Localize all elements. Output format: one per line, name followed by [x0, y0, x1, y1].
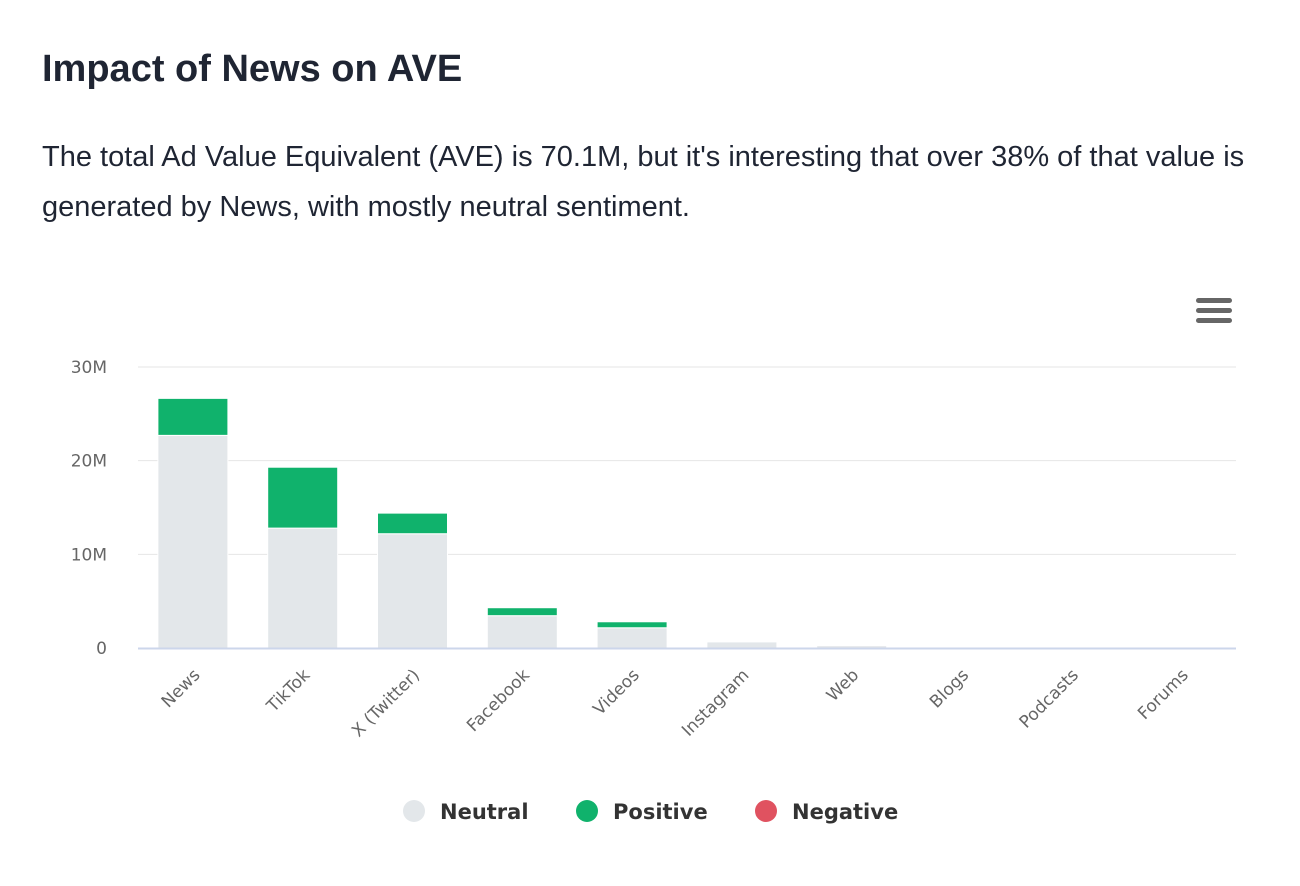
y-tick-label: 10M: [71, 545, 107, 565]
legend-item-neutral[interactable]: Neutral: [440, 800, 529, 824]
y-tick-label: 30M: [71, 358, 107, 378]
page-title: Impact of News on AVE: [42, 48, 463, 90]
bar-positive: [596, 621, 668, 629]
y-tick-label: 20M: [71, 452, 107, 472]
x-tick-label: Videos: [590, 665, 644, 719]
hamburger-icon-line: [1196, 308, 1232, 313]
legend-marker-negative[interactable]: [755, 800, 777, 822]
bar-positive: [157, 397, 229, 436]
y-tick-label: 0: [96, 639, 107, 659]
bar-positive: [267, 466, 339, 529]
x-tick-label: TikTok: [262, 665, 314, 717]
x-tick-label: Blogs: [926, 665, 973, 712]
bar-positive: [377, 512, 448, 535]
bar-neutral: [486, 615, 558, 649]
legend-marker-neutral[interactable]: [403, 800, 425, 822]
bar-neutral: [157, 434, 229, 649]
x-tick-label: Podcasts: [1016, 665, 1083, 732]
x-tick-label: Instagram: [678, 665, 753, 740]
hamburger-icon-line: [1196, 318, 1232, 323]
x-tick-label: Forums: [1134, 665, 1193, 724]
bar-neutral: [377, 533, 448, 649]
legend-item-negative[interactable]: Negative: [792, 800, 898, 824]
chart-menu-button[interactable]: [1196, 298, 1232, 324]
x-tick-label: Facebook: [463, 665, 534, 736]
description: The total Ad Value Equivalent (AVE) is 7…: [42, 141, 1245, 223]
bar-neutral: [267, 527, 339, 649]
bar-positive: [486, 607, 558, 617]
hamburger-icon: [1196, 298, 1232, 303]
bar-neutral: [706, 641, 778, 649]
bar-neutral: [596, 627, 668, 649]
x-tick-label: Web: [823, 665, 863, 705]
x-tick-label: News: [158, 665, 205, 712]
x-tick-label: X (Twitter): [348, 665, 424, 741]
legend-item-positive[interactable]: Positive: [613, 800, 708, 824]
legend-marker-positive[interactable]: [576, 800, 598, 822]
